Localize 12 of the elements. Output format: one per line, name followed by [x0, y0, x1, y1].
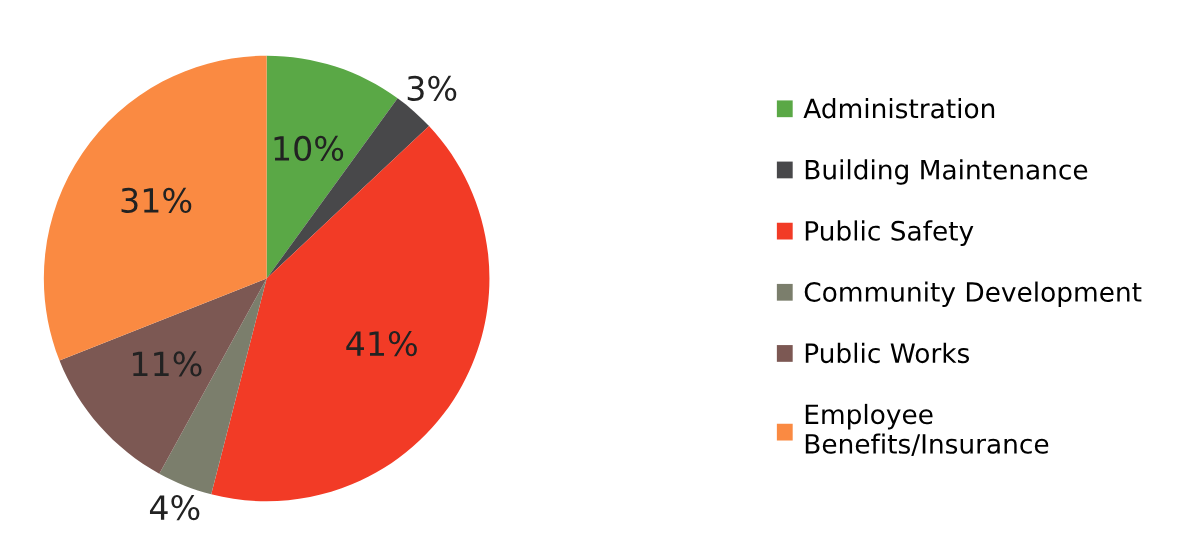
- legend-label: Administration: [803, 98, 995, 119]
- data-label: 11%: [132, 351, 202, 377]
- data-label: 31%: [121, 187, 192, 214]
- legend-label: Public Safety: [805, 220, 974, 246]
- data-label: 3%: [407, 75, 457, 101]
- data-label: 41%: [346, 331, 417, 357]
- data-label: 10%: [274, 135, 344, 162]
- legend-label: Building Maintenance: [805, 159, 1088, 185]
- data-label: 4%: [149, 494, 200, 521]
- legend-label: Employee Benefits/Insurance: [805, 403, 1049, 456]
- legend-label: Community Development: [804, 281, 1142, 308]
- legend-label: Public Works: [805, 342, 970, 364]
